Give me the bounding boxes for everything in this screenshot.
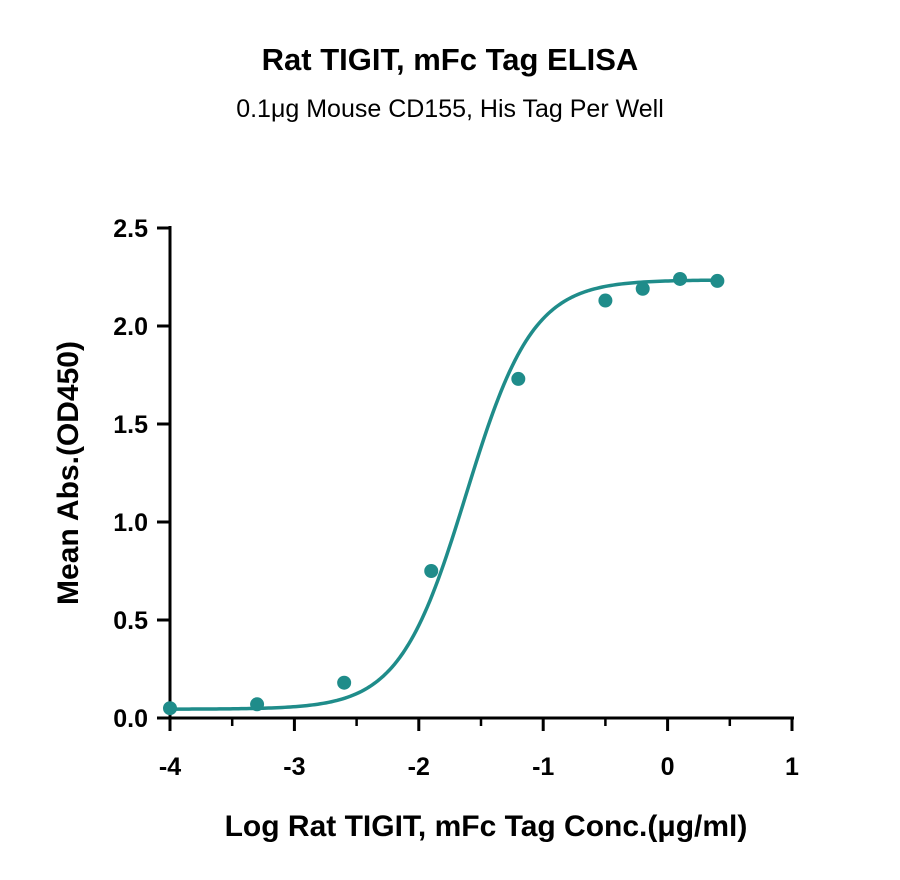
data-point <box>337 675 352 690</box>
x-tick-label: -4 <box>159 753 181 781</box>
data-points <box>163 271 725 716</box>
data-point <box>250 697 265 712</box>
data-point <box>635 281 650 296</box>
x-tick-label: -3 <box>283 753 305 781</box>
y-tick-label: 1.0 <box>113 509 148 537</box>
y-tick-label: 1.5 <box>113 411 148 439</box>
chart-subtitle: 0.1μg Mouse CD155, His Tag Per Well <box>236 95 664 123</box>
data-point <box>511 371 526 386</box>
axes <box>168 226 794 720</box>
y-tick-label: 2.5 <box>113 215 148 243</box>
y-tick-label: 0.0 <box>113 705 148 733</box>
y-axis-label: Mean Abs.(OD450) <box>52 341 85 605</box>
x-tick-label: -2 <box>408 753 430 781</box>
data-point <box>673 271 688 286</box>
y-tick-label: 2.0 <box>113 313 148 341</box>
x-axis-label: Log Rat TIGIT, mFc Tag Conc.(μg/ml) <box>225 810 748 843</box>
fit-curve <box>170 278 718 711</box>
ticks: -4 -3 -2 -1 0 1 0.0 0.5 1.0 1.5 2.0 2.5 <box>113 215 799 781</box>
x-tick-label: -1 <box>532 753 554 781</box>
x-tick-label: 1 <box>785 753 799 781</box>
chart-title: Rat TIGIT, mFc Tag ELISA <box>261 42 639 77</box>
data-point <box>710 273 725 288</box>
data-point <box>163 701 177 716</box>
x-tick-label: 0 <box>661 753 675 781</box>
data-point <box>424 564 439 578</box>
data-point <box>598 293 613 308</box>
y-tick-label: 0.5 <box>113 607 148 635</box>
